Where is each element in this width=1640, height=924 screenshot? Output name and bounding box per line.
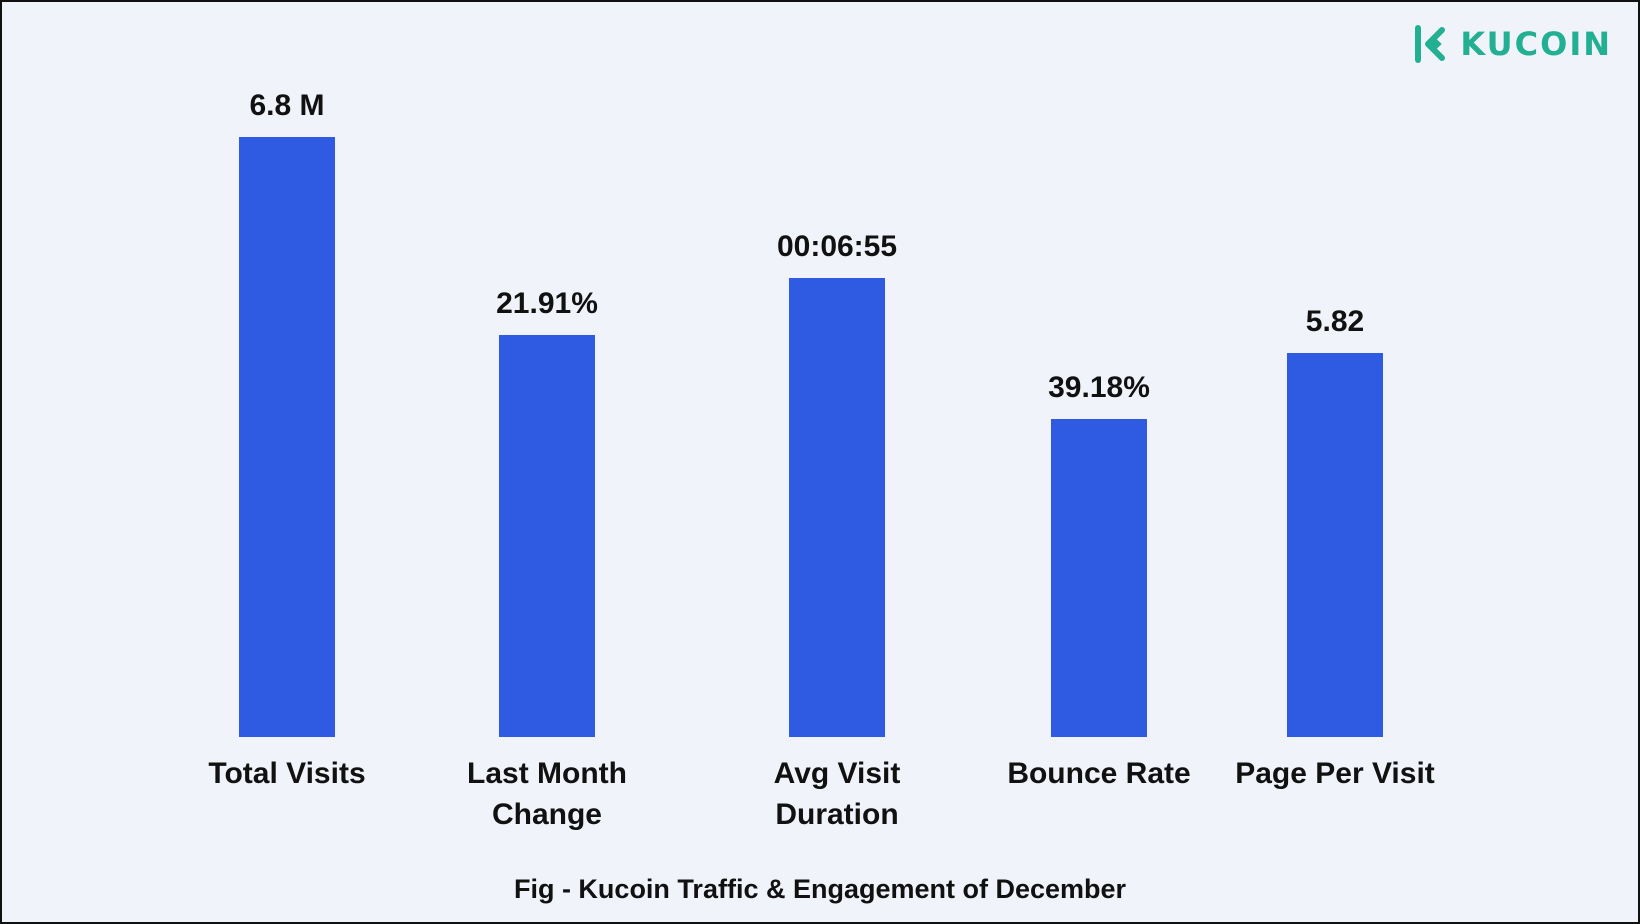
category-label-3-line-2: Duration xyxy=(775,798,898,831)
bar-1 xyxy=(239,137,335,737)
kucoin-logo: KUCOIN xyxy=(1412,24,1612,64)
category-label-2-line-2: Change xyxy=(492,798,602,831)
bar-5 xyxy=(1287,353,1383,737)
category-label-2-line-1: Last Month xyxy=(467,757,627,790)
category-label-5: Page Per Visit xyxy=(1235,757,1435,790)
figure-caption: Fig - Kucoin Traffic & Engagement of Dec… xyxy=(513,874,1127,904)
bar-3 xyxy=(789,278,885,737)
category-label-4: Bounce Rate xyxy=(1007,757,1190,790)
data-label-1: 6.8 M xyxy=(249,89,324,122)
kucoin-logo-icon xyxy=(1415,25,1446,63)
data-label-2: 21.91% xyxy=(496,287,598,320)
bar-4 xyxy=(1051,419,1147,737)
data-label-5: 5.82 xyxy=(1306,305,1364,338)
bar-2 xyxy=(499,335,595,737)
data-label-4: 39.18% xyxy=(1048,371,1150,404)
category-label-3-line-1: Avg Visit xyxy=(774,757,901,790)
category-label-1: Total Visits xyxy=(208,757,365,790)
data-label-3: 00:06:55 xyxy=(777,230,897,263)
kucoin-logo-text: KUCOIN xyxy=(1460,25,1612,63)
